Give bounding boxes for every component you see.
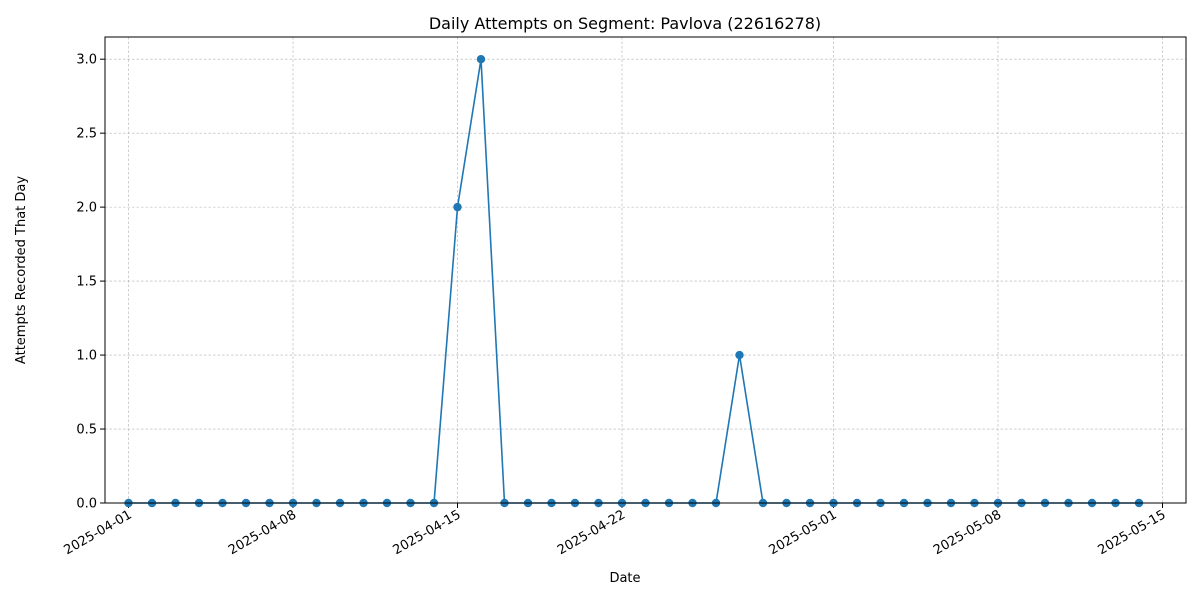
data-point: [735, 350, 744, 360]
x-tick-label: 2025-04-01: [62, 507, 135, 558]
x-tick-label: 2025-04-22: [555, 507, 628, 558]
chart-title: Daily Attempts on Segment: Pavlova (2261…: [429, 14, 821, 33]
x-tick-label: 2025-04-08: [226, 507, 299, 558]
y-tick-label: 1.5: [76, 275, 97, 290]
y-tick-label: 0.5: [76, 423, 97, 438]
x-tick-label: 2025-04-15: [391, 507, 464, 558]
y-axis: 0.0 0.5 1.0 1.5 2.0 2.5 3.0: [76, 53, 105, 512]
y-tick-label: 2.0: [76, 201, 97, 216]
y-tick-label: 0.0: [76, 497, 97, 512]
x-tick-label: 2025-05-15: [1096, 507, 1169, 558]
data-point: [453, 202, 462, 212]
y-tick-label: 3.0: [76, 53, 97, 68]
data-point: [476, 54, 486, 64]
x-tick-label: 2025-05-08: [931, 507, 1004, 558]
x-tick-label: 2025-05-01: [767, 507, 840, 558]
plot-frame: [104, 36, 1187, 504]
x-axis-title: Date: [609, 571, 640, 586]
x-axis: 2025-04-01 2025-04-08 2025-04-15 2025-04-22…: [62, 503, 1169, 558]
y-axis-title: Attempts Recorded That Day: [14, 176, 29, 364]
y-tick-label: 2.5: [76, 127, 97, 142]
y-tick-label: 1.0: [76, 349, 97, 364]
grid: [105, 37, 1186, 504]
